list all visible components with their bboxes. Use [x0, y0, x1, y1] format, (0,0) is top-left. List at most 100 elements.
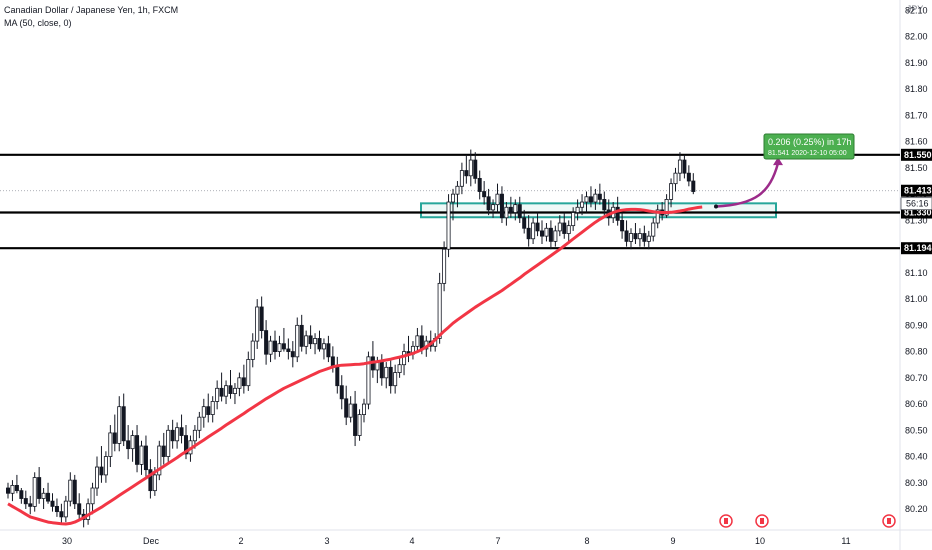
candle-body — [540, 230, 545, 237]
candle-body — [112, 432, 117, 444]
y-tick-label: 81.70 — [905, 110, 928, 120]
candle-body — [384, 366, 389, 379]
x-tick-label: 9 — [670, 536, 675, 546]
candle-body — [99, 466, 104, 476]
candle-body — [566, 225, 571, 234]
candle-body — [117, 406, 122, 444]
candle-body — [677, 159, 682, 174]
candle-body — [651, 222, 656, 237]
candle-body — [499, 193, 504, 219]
candle-body — [41, 492, 46, 499]
candle-body — [686, 172, 691, 182]
forecast-arrow-head — [773, 157, 783, 166]
candle-body — [54, 505, 59, 513]
candle-body — [6, 487, 11, 494]
candle-body — [192, 429, 197, 442]
forecast-start-dot — [714, 204, 718, 209]
candle-body — [535, 222, 540, 232]
candle-body — [135, 435, 140, 465]
level-price-tag-bg — [901, 148, 932, 161]
candle-body — [46, 492, 51, 502]
candle-body — [517, 204, 522, 219]
candle-body — [620, 219, 625, 232]
candle-body — [642, 233, 647, 242]
candle-body — [442, 248, 447, 284]
candle-body — [175, 427, 180, 442]
candle-body — [77, 503, 82, 515]
candle-body — [130, 435, 135, 450]
candle-body — [103, 456, 108, 476]
candle-body — [326, 343, 331, 358]
x-tick-label: 4 — [409, 536, 414, 546]
moving-average-line — [7, 205, 703, 526]
forecast-target-text: 81.541 2020-12-10 05:00 — [768, 150, 847, 157]
candle-body — [375, 361, 380, 371]
candle-body — [37, 477, 42, 499]
candle-body — [206, 406, 211, 415]
candle-body — [691, 180, 696, 192]
candle-body — [673, 172, 678, 185]
candle-body — [664, 199, 669, 216]
candle-body — [571, 212, 576, 227]
candle-body — [415, 335, 420, 347]
candle-body — [597, 193, 602, 200]
candle-body — [317, 338, 322, 350]
candle-body — [379, 361, 384, 379]
candle-body — [241, 377, 246, 387]
candle-body — [682, 159, 687, 174]
forecast-change-text: 0.206 (0.25%) in 17h — [768, 137, 852, 147]
candle-body — [108, 432, 113, 457]
candle-body — [575, 206, 580, 213]
candle-body — [295, 324, 300, 358]
candle-body — [210, 401, 215, 415]
y-tick-label: 80.90 — [905, 320, 928, 330]
candle-body — [455, 185, 460, 195]
y-tick-label: 80.60 — [905, 399, 928, 409]
candle-body — [32, 477, 37, 507]
candle-body — [646, 235, 651, 242]
candle-body — [526, 227, 531, 240]
candle-body — [68, 479, 73, 502]
y-tick-label: 81.80 — [905, 84, 928, 94]
currency-label: JPY — [907, 4, 924, 14]
y-tick-label: 80.30 — [905, 478, 928, 488]
candle-body — [268, 340, 273, 355]
candle-body — [593, 193, 598, 203]
level-price-tag-bg — [901, 242, 932, 255]
forecast-label-box — [763, 133, 855, 160]
forecast-arrow — [715, 162, 780, 208]
candle-body — [419, 335, 424, 350]
level-price-tag: 81.330 — [904, 208, 932, 218]
candle-body — [531, 222, 536, 240]
candle-body — [308, 335, 313, 345]
y-tick-label: 81.00 — [905, 294, 928, 304]
candle-body — [161, 445, 166, 457]
current-price-tag: 81.413 — [904, 186, 932, 196]
candle-body — [491, 204, 496, 211]
candle-body — [126, 440, 131, 450]
candle-body — [388, 366, 393, 387]
candle-body — [562, 222, 567, 234]
y-tick-label: 81.60 — [905, 137, 928, 147]
candle-body — [548, 227, 553, 242]
candle-body — [277, 343, 282, 352]
candle-body — [602, 199, 607, 211]
maple-leaf-icon — [887, 518, 891, 524]
candle-body — [504, 206, 509, 219]
candle-body — [286, 348, 291, 352]
candle-body — [669, 183, 674, 200]
x-tick-label: 3 — [324, 536, 329, 546]
candle-body — [522, 217, 527, 229]
candle-body — [482, 191, 487, 198]
x-tick-label: 11 — [841, 536, 850, 546]
candle-body — [393, 372, 398, 387]
candle-body — [459, 170, 464, 187]
candle-body — [28, 503, 33, 507]
candle-body — [624, 230, 629, 242]
x-tick-label: 10 — [755, 536, 765, 546]
candle-body — [197, 416, 202, 431]
level-price-tag: 81.194 — [904, 243, 932, 253]
indicator-label: MA (50, close, 0) — [4, 18, 72, 28]
candle-body — [228, 385, 233, 394]
